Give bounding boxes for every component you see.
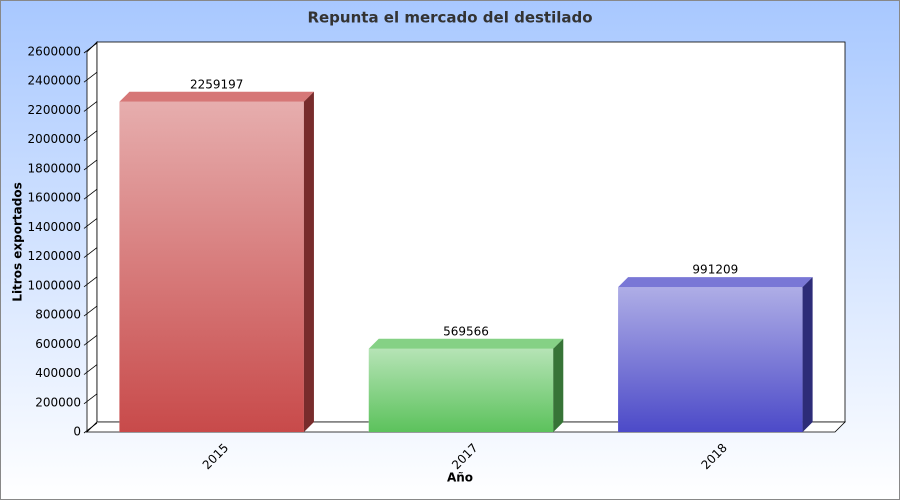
- y-tick-label: 1000000: [28, 278, 81, 292]
- y-tick-label: 1400000: [28, 220, 81, 234]
- tick-mark: [83, 218, 98, 229]
- tick-mark: [83, 71, 98, 83]
- y-tick-label: 0: [73, 425, 81, 439]
- tick-mark: [83, 422, 98, 434]
- bar-side: [303, 91, 314, 433]
- y-tick-label: 2200000: [28, 103, 81, 117]
- bar-top: [618, 277, 813, 288]
- tick-mark: [83, 42, 98, 54]
- y-axis-label: Litros exportados: [11, 182, 25, 301]
- tick-mark: [83, 334, 98, 346]
- tick-mark: [83, 305, 98, 317]
- y-tick-label: 1600000: [28, 191, 81, 205]
- y-tick-label: 2400000: [28, 74, 81, 88]
- tick-mark: [83, 276, 98, 288]
- value-label: 2259197: [190, 77, 243, 91]
- y-tick-label: 800000: [35, 308, 81, 322]
- tick-mark: [83, 101, 98, 112]
- bar: [618, 287, 803, 432]
- y-tick-label: 2000000: [28, 132, 81, 146]
- bar-top: [368, 338, 564, 349]
- value-label: 991209: [692, 263, 738, 277]
- bar-top: [119, 91, 314, 102]
- tick-mark: [83, 188, 98, 200]
- tick-mark: [83, 364, 98, 375]
- value-label: 569566: [443, 324, 489, 338]
- bar-side: [802, 277, 813, 432]
- tick-mark: [83, 393, 98, 405]
- y-tick-label: 1800000: [28, 161, 81, 175]
- bar-side-shade: [303, 91, 314, 433]
- tick-mark: [83, 247, 98, 258]
- y-tick-label: 400000: [35, 366, 81, 380]
- left-wall: [86, 41, 98, 433]
- bar: [119, 101, 304, 433]
- bar: [368, 348, 554, 432]
- bar-side-shade: [553, 338, 564, 432]
- x-axis-label: Año: [447, 471, 473, 485]
- chart-title: Repunta el mercado del destilado: [307, 9, 592, 27]
- y-tick-label: 600000: [35, 337, 81, 351]
- tick-mark: [83, 130, 98, 142]
- bar-side-shade: [802, 277, 813, 432]
- y-tick-label: 1200000: [28, 249, 81, 263]
- bar-side: [553, 338, 564, 432]
- tick-mark: [83, 159, 98, 171]
- y-tick-label: 2600000: [28, 45, 81, 59]
- y-tick-label: 200000: [35, 395, 81, 409]
